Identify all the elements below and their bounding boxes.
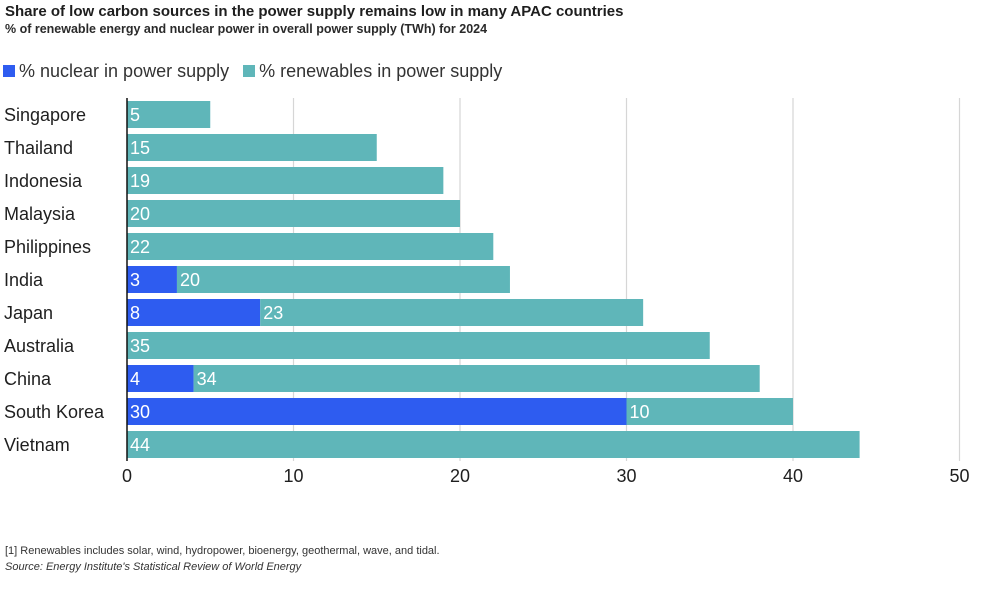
data-label: 22: [130, 237, 150, 257]
legend-swatch-nuclear: [3, 65, 15, 77]
data-label: 20: [180, 270, 200, 290]
legend: % nuclear in power supply % renewables i…: [3, 60, 516, 82]
bar-renewables: [127, 431, 860, 458]
legend-label-renewables: % renewables in power supply: [259, 60, 503, 81]
bar-renewables: [127, 101, 211, 128]
bar-renewables: [193, 365, 760, 392]
category-label: Indonesia: [4, 171, 83, 191]
chart-title: Share of low carbon sources in the power…: [5, 3, 624, 20]
data-label: 4: [130, 369, 140, 389]
category-label: Philippines: [4, 237, 91, 257]
legend-item-renewables: % renewables in power supply: [243, 61, 502, 82]
data-label: 15: [130, 138, 150, 158]
category-label: Australia: [4, 336, 75, 356]
bar-renewables: [626, 398, 793, 425]
category-label: China: [4, 369, 52, 389]
category-label: Japan: [4, 303, 53, 323]
x-tick-label: 20: [450, 466, 470, 486]
category-label: Vietnam: [4, 435, 70, 455]
x-tick-label: 50: [949, 466, 969, 486]
legend-label-nuclear: % nuclear in power supply: [19, 60, 230, 81]
bar-chart: Singapore 5 Thailand 15 Indonesia 19 Malaysia 2…: [4, 98, 970, 486]
bar-renewables: [176, 266, 510, 293]
data-label: 20: [130, 204, 150, 224]
data-label: 19: [130, 171, 150, 191]
bar-renewables: [127, 200, 460, 227]
data-label: 35: [130, 336, 150, 356]
bar-nuclear: [127, 266, 177, 293]
category-label: Malaysia: [4, 204, 76, 224]
legend-swatch-renewables: [243, 65, 256, 77]
bar-renewables: [127, 167, 444, 194]
data-label: 10: [630, 402, 650, 422]
bar-nuclear: [127, 299, 261, 326]
source-note: Source: Energy Institute's Statistical R…: [5, 561, 302, 573]
bar-nuclear: [127, 398, 627, 425]
chart-subtitle: % of renewable energy and nuclear power …: [5, 22, 488, 36]
data-label: 30: [130, 402, 150, 422]
data-label: 8: [130, 303, 140, 323]
x-tick-label: 40: [783, 466, 803, 486]
footnote: [1] Renewables includes solar, wind, hyd…: [5, 545, 440, 557]
category-label: Singapore: [4, 105, 86, 125]
category-label: South Korea: [4, 402, 105, 422]
bar-renewables: [127, 332, 710, 359]
legend-item-nuclear: % nuclear in power supply: [3, 61, 229, 82]
data-label: 5: [130, 105, 140, 125]
data-label: 34: [197, 369, 217, 389]
data-label: 23: [263, 303, 283, 323]
x-tick-label: 0: [122, 466, 132, 486]
data-label: 44: [130, 435, 150, 455]
x-tick-label: 30: [616, 466, 636, 486]
bar-renewables: [127, 233, 494, 260]
x-tick-label: 10: [283, 466, 303, 486]
bar-renewables: [127, 134, 377, 161]
bar-nuclear: [127, 365, 194, 392]
bar-renewables: [260, 299, 644, 326]
category-label: India: [4, 270, 44, 290]
data-label: 3: [130, 270, 140, 290]
category-label: Thailand: [4, 138, 73, 158]
